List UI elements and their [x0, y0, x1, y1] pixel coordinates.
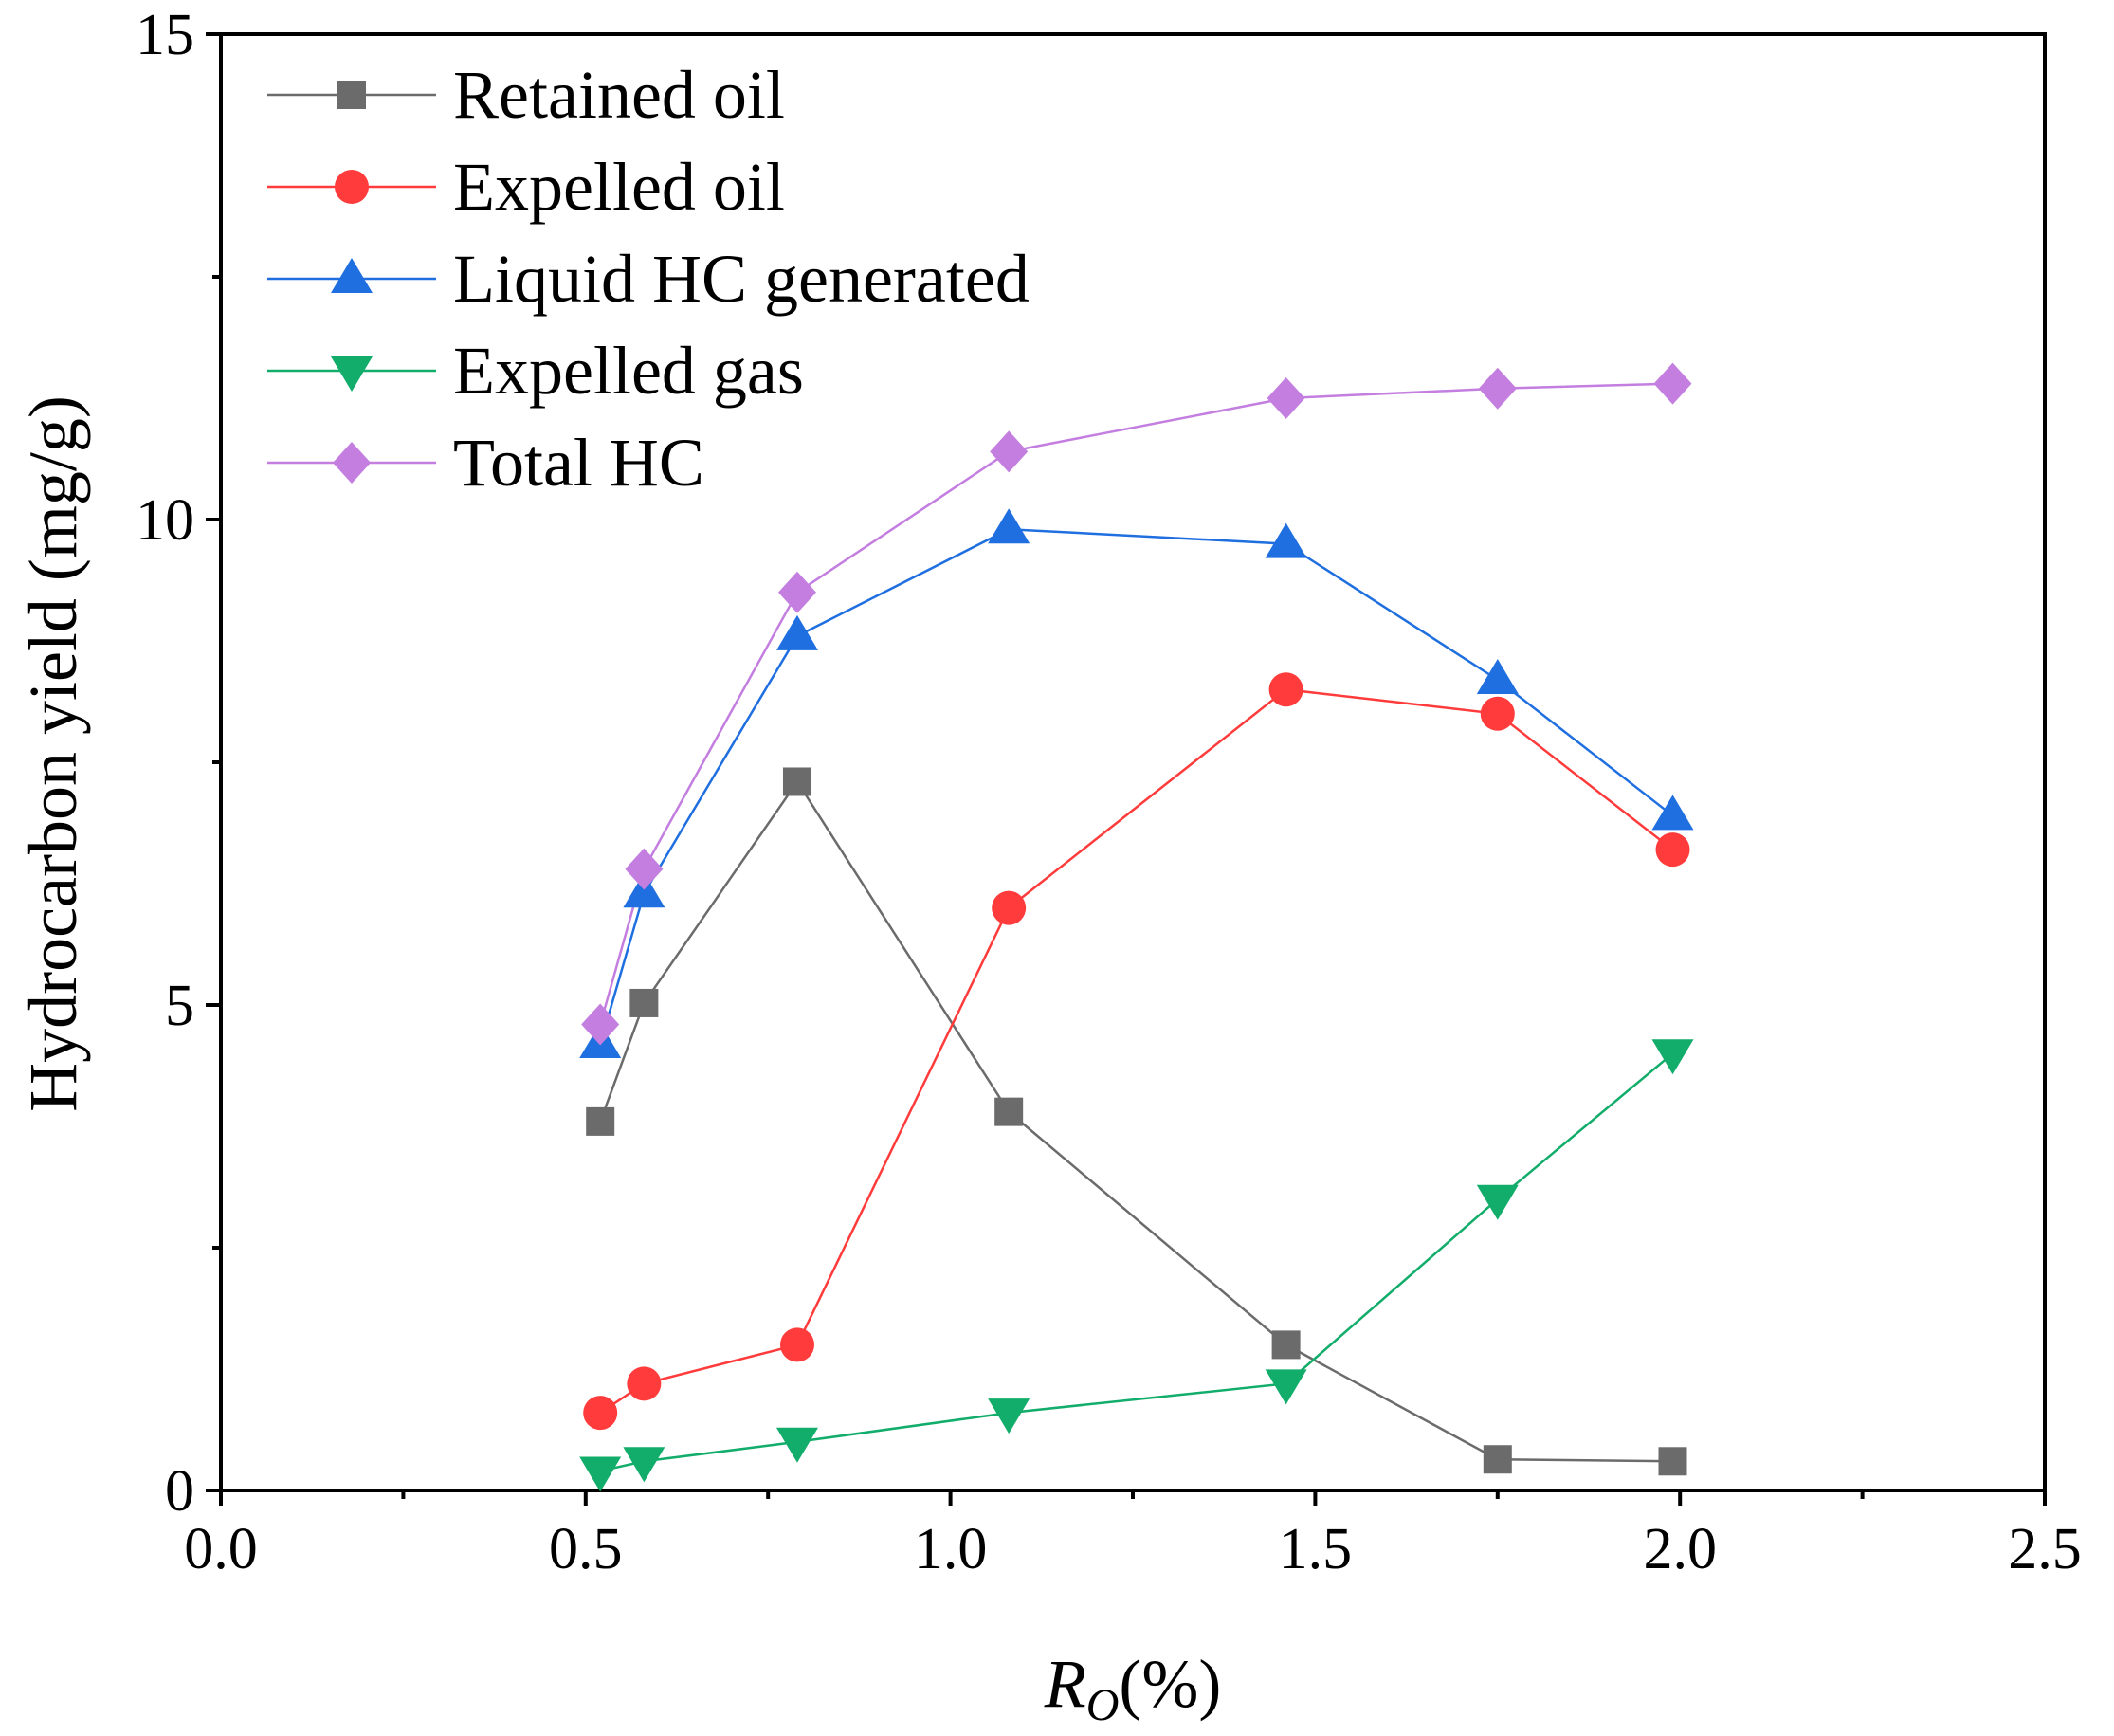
legend-marker-liquid-hc-generated	[331, 258, 373, 293]
point-total-hc	[1267, 377, 1305, 419]
point-expelled-gas	[1651, 1039, 1694, 1075]
legend-label-expelled-oil: Expelled oil	[453, 149, 785, 225]
x-axis-title-unit: (%)	[1119, 1646, 1221, 1722]
point-liquid-hc-generated	[1476, 658, 1519, 694]
y-tick-label: 5	[165, 974, 194, 1038]
point-liquid-hc-generated	[775, 614, 818, 650]
point-liquid-hc-generated	[1651, 795, 1694, 831]
x-axis-title-var: R	[1044, 1646, 1086, 1722]
point-retained-oil	[782, 767, 811, 796]
legend-marker-total-hc	[333, 442, 371, 484]
point-expelled-oil	[583, 1396, 618, 1431]
series-line-expelled-oil	[599, 687, 1674, 1415]
point-expelled-gas	[1265, 1369, 1307, 1405]
series-lines	[598, 382, 1674, 1472]
point-total-hc	[1478, 367, 1517, 410]
series-line-expelled-gas	[599, 1052, 1674, 1472]
point-liquid-hc-generated	[988, 508, 1030, 544]
point-total-hc	[1653, 362, 1692, 405]
x-tick-label: 0.5	[549, 1517, 623, 1581]
point-expelled-oil	[779, 1327, 814, 1362]
x-tick-label: 2.5	[2008, 1517, 2082, 1581]
point-expelled-oil	[1268, 672, 1303, 707]
point-expelled-gas	[775, 1427, 818, 1463]
point-liquid-hc-generated	[1265, 522, 1307, 558]
point-total-hc	[625, 848, 664, 890]
x-tick-label: 2.0	[1643, 1517, 1717, 1581]
point-liquid-hc-generated	[623, 872, 665, 908]
x-axis-title-sub: O	[1086, 1680, 1120, 1730]
legend-marker-expelled-gas	[331, 356, 373, 392]
point-retained-oil	[1271, 1330, 1301, 1360]
legend: Retained oil Expelled oil Liquid HC genera…	[267, 57, 1030, 501]
x-tick-label: 1.5	[1279, 1517, 1353, 1581]
legend-label-expelled-gas: Expelled gas	[453, 333, 804, 409]
series-markers	[579, 362, 1694, 1492]
legend-label-total-hc: Total HC	[453, 425, 704, 501]
point-expelled-oil	[992, 890, 1027, 925]
legend-label-liquid-hc-generated: Liquid HC generated	[453, 241, 1030, 317]
point-expelled-oil	[627, 1366, 662, 1401]
y-tick-label: 0	[165, 1459, 194, 1524]
point-total-hc	[581, 1003, 620, 1046]
point-expelled-gas	[1476, 1184, 1519, 1220]
point-expelled-gas	[579, 1456, 622, 1492]
point-retained-oil	[629, 988, 659, 1017]
point-retained-oil	[1483, 1445, 1512, 1474]
x-tick-label: 0.0	[184, 1517, 258, 1581]
point-retained-oil	[586, 1106, 615, 1136]
point-retained-oil	[1658, 1447, 1687, 1476]
y-tick-label: 15	[136, 3, 194, 67]
series-line-liquid-hc-generated	[598, 527, 1674, 1045]
series-line-retained-oil	[599, 779, 1673, 1463]
series-line-total-hc	[598, 382, 1673, 1025]
legend-marker-expelled-oil	[335, 170, 369, 204]
point-total-hc	[777, 571, 816, 613]
legend-marker-retained-oil	[337, 81, 366, 109]
point-total-hc	[990, 430, 1029, 473]
axes: 0.0 0.5 1.0 1.5 2.0 2.5 0 5 10 15	[136, 3, 2082, 1581]
legend-label-retained-oil: Retained oil	[453, 57, 785, 133]
point-retained-oil	[994, 1097, 1024, 1126]
point-expelled-gas	[988, 1398, 1030, 1434]
y-tick-label: 10	[136, 488, 194, 553]
y-axis-title: Hydrocarbon yield (mg/g)	[15, 395, 91, 1112]
point-expelled-oil	[1655, 832, 1690, 868]
x-axis-title: RO(%)	[1044, 1646, 1222, 1730]
point-expelled-oil	[1480, 696, 1515, 731]
x-tick-label: 1.0	[914, 1517, 988, 1581]
point-expelled-gas	[623, 1447, 665, 1483]
